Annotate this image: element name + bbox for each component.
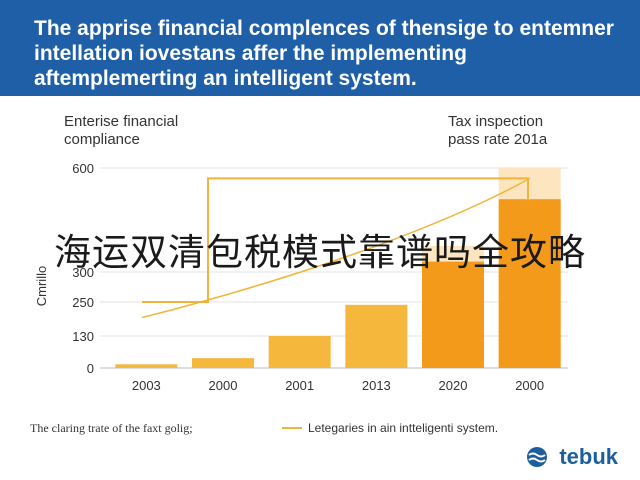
y-tick-label: 300 xyxy=(72,265,94,280)
y-tick-label: 250 xyxy=(72,295,94,310)
x-tick-label: 2000 xyxy=(515,378,544,393)
right-chart-title: Tax inspection xyxy=(448,113,543,130)
x-tick-label: 2001 xyxy=(285,378,314,393)
logo-text: tebuk xyxy=(559,444,618,469)
bar xyxy=(115,364,178,368)
x-tick-label: 2020 xyxy=(439,378,468,393)
bar xyxy=(345,304,408,368)
x-tick-label: 2013 xyxy=(362,378,391,393)
bar xyxy=(268,336,331,368)
y-axis-label: Cmrillo xyxy=(34,266,49,306)
y-tick-label: 130 xyxy=(72,329,94,344)
x-tick-label: 2003 xyxy=(132,378,161,393)
step-series-line xyxy=(142,177,529,303)
y-tick-label: 0 xyxy=(87,361,94,376)
overlay-caption: 海运双清包税模式靠谱吗全攻略 xyxy=(54,231,586,274)
legend-right-label: Letegaries in ain intteligenti system. xyxy=(308,421,498,435)
x-tick-label: 2000 xyxy=(209,378,238,393)
trend-curve-line xyxy=(141,177,531,319)
bar xyxy=(498,199,561,368)
banner-title: The apprise financial complences of then… xyxy=(34,17,614,90)
bar xyxy=(192,358,254,368)
header-banner: The apprise financial complences of then… xyxy=(0,0,640,96)
legend-left-label: The claring trate of the faxt golig; xyxy=(30,421,193,435)
left-chart-title: compliance xyxy=(64,131,140,148)
left-chart-title: Enterise financial xyxy=(64,113,178,130)
y-tick-label: 600 xyxy=(72,161,94,176)
bar xyxy=(422,261,484,368)
right-chart-title: pass rate 201a xyxy=(448,131,548,148)
brand-logo: tebuk xyxy=(523,444,618,470)
wave-logo-icon xyxy=(527,447,548,467)
